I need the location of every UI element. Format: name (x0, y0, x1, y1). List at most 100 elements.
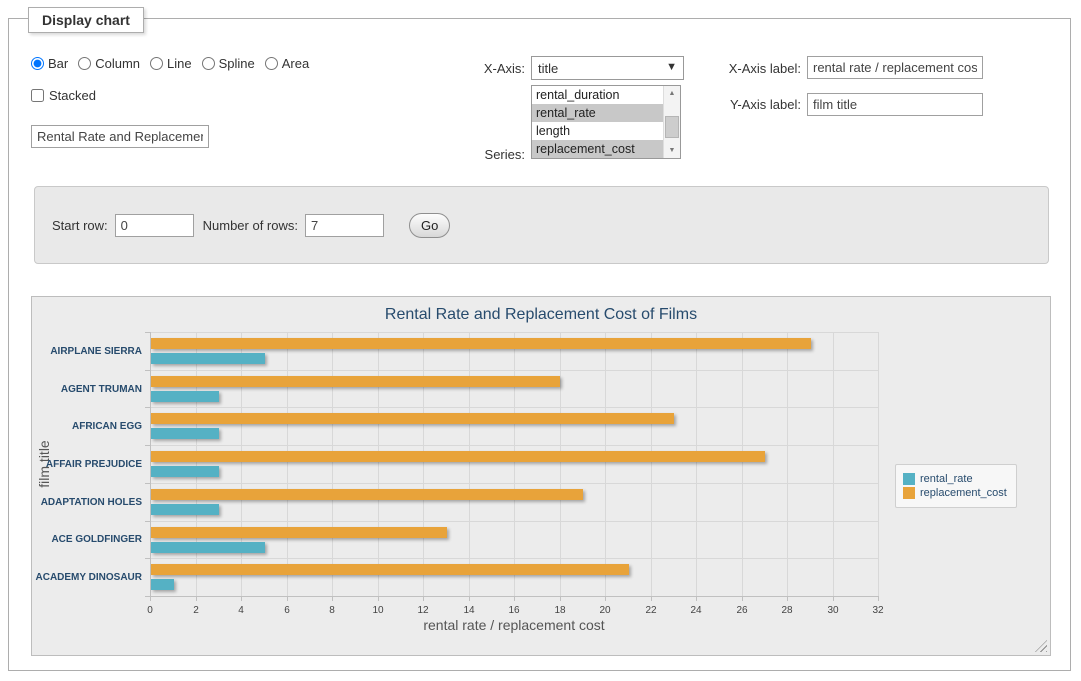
x-tick (787, 596, 788, 601)
x-tick-label: 20 (590, 605, 620, 616)
x-tick-label: 8 (317, 605, 347, 616)
y-tick (145, 521, 150, 522)
legend-item-rental_rate[interactable]: rental_rate (903, 473, 1007, 485)
x-tick-label: 4 (226, 605, 256, 616)
x-tick-label: 16 (499, 605, 529, 616)
x-tick-label: 0 (135, 605, 165, 616)
bar-replacement_cost (151, 376, 560, 387)
bar-replacement_cost (151, 451, 765, 462)
category-label: ACADEMY DINOSAUR (32, 572, 142, 583)
number-of-rows-label: Number of rows: (203, 218, 298, 233)
x-axis-label-input[interactable] (807, 56, 983, 79)
chart-panel: Rental Rate and Replacement Cost of Film… (31, 296, 1051, 656)
chart-type-radio-bar[interactable] (31, 57, 44, 70)
go-button[interactable]: Go (409, 213, 450, 238)
resize-grip-icon[interactable] (1035, 640, 1047, 652)
series-option-rental_rate[interactable]: rental_rate (532, 104, 663, 122)
chart-type-option-line[interactable]: Line (150, 56, 192, 71)
chart-type-radio-area[interactable] (265, 57, 278, 70)
gridline (605, 332, 606, 596)
x-tick (196, 596, 197, 601)
chart-type-radio-group: Bar Column Line Spline Area (31, 56, 319, 71)
scrollbar-thumb[interactable] (665, 116, 679, 138)
bar-rental_rate (151, 428, 219, 439)
bar-replacement_cost (151, 338, 811, 349)
y-tick (145, 332, 150, 333)
x-tick (833, 596, 834, 601)
chart-type-radio-line[interactable] (150, 57, 163, 70)
series-option-length[interactable]: length (532, 122, 663, 140)
x-tick-label: 24 (681, 605, 711, 616)
gridline (469, 332, 470, 596)
x-tick (332, 596, 333, 601)
x-tick-label: 18 (545, 605, 575, 616)
chart-type-radio-spline[interactable] (202, 57, 215, 70)
x-tick-label: 10 (363, 605, 393, 616)
x-tick-label: 32 (863, 605, 893, 616)
x-tick (469, 596, 470, 601)
x-tick-label: 22 (636, 605, 666, 616)
category-label: AGENT TRUMAN (32, 384, 142, 395)
x-axis-title: rental rate / replacement cost (150, 617, 878, 633)
y-axis-line (150, 332, 151, 596)
bar-rental_rate (151, 542, 265, 553)
series-select-label: Series: (445, 147, 525, 162)
x-tick (150, 596, 151, 601)
chart-type-option-area[interactable]: Area (265, 56, 309, 71)
category-label: AFFAIR PREJUDICE (32, 459, 142, 470)
bar-rental_rate (151, 579, 174, 590)
scroll-down-icon[interactable]: ▼ (664, 143, 680, 158)
stacked-option[interactable]: Stacked (31, 88, 96, 103)
x-tick (878, 596, 879, 601)
x-tick-label: 12 (408, 605, 438, 616)
x-tick (378, 596, 379, 601)
legend-swatch-replacement_cost (903, 487, 915, 499)
x-tick-label: 6 (272, 605, 302, 616)
gridline (423, 332, 424, 596)
chart-type-option-spline[interactable]: Spline (202, 56, 255, 71)
chart-type-label: Spline (219, 56, 255, 71)
chart-type-label: Column (95, 56, 140, 71)
x-tick (651, 596, 652, 601)
category-label: AIRPLANE SIERRA (32, 346, 142, 357)
x-tick (241, 596, 242, 601)
x-tick-label: 26 (727, 605, 757, 616)
gridline (514, 332, 515, 596)
y-tick (145, 445, 150, 446)
y-axis-label-input[interactable] (807, 93, 983, 116)
chart-type-option-column[interactable]: Column (78, 56, 140, 71)
chart-title-input[interactable] (31, 125, 209, 148)
x-tick-label: 28 (772, 605, 802, 616)
panel-title: Display chart (42, 12, 130, 28)
series-option-rental_duration[interactable]: rental_duration (532, 86, 663, 104)
gridline (787, 332, 788, 596)
gridline (196, 332, 197, 596)
stacked-label: Stacked (49, 88, 96, 103)
bar-replacement_cost (151, 489, 583, 500)
panel-title-tab: Display chart (28, 7, 144, 33)
gridline (833, 332, 834, 596)
x-tick-label: 2 (181, 605, 211, 616)
x-axis-select-label: X-Axis: (445, 61, 525, 76)
x-tick (287, 596, 288, 601)
row-range-panel: Start row: Number of rows: Go (34, 186, 1049, 264)
chart-type-radio-column[interactable] (78, 57, 91, 70)
bar-replacement_cost (151, 527, 447, 538)
series-options: rental_durationrental_ratelengthreplacem… (532, 86, 663, 158)
stacked-checkbox[interactable] (31, 89, 44, 102)
chart-type-option-bar[interactable]: Bar (31, 56, 68, 71)
x-tick (696, 596, 697, 601)
legend-item-replacement_cost[interactable]: replacement_cost (903, 487, 1007, 499)
gridline (332, 332, 333, 596)
bar-replacement_cost (151, 413, 674, 424)
x-tick (742, 596, 743, 601)
display-chart-panel: BarColumnLineSplineArea Stacked X-Axis: … (8, 18, 1071, 671)
y-axis-label-label: Y-Axis label: (651, 97, 801, 112)
y-tick (145, 483, 150, 484)
gridline (378, 332, 379, 596)
x-tick (423, 596, 424, 601)
series-option-replacement_cost[interactable]: replacement_cost (532, 140, 663, 158)
x-tick-label: 14 (454, 605, 484, 616)
start-row-input[interactable] (115, 214, 194, 237)
number-of-rows-input[interactable] (305, 214, 384, 237)
